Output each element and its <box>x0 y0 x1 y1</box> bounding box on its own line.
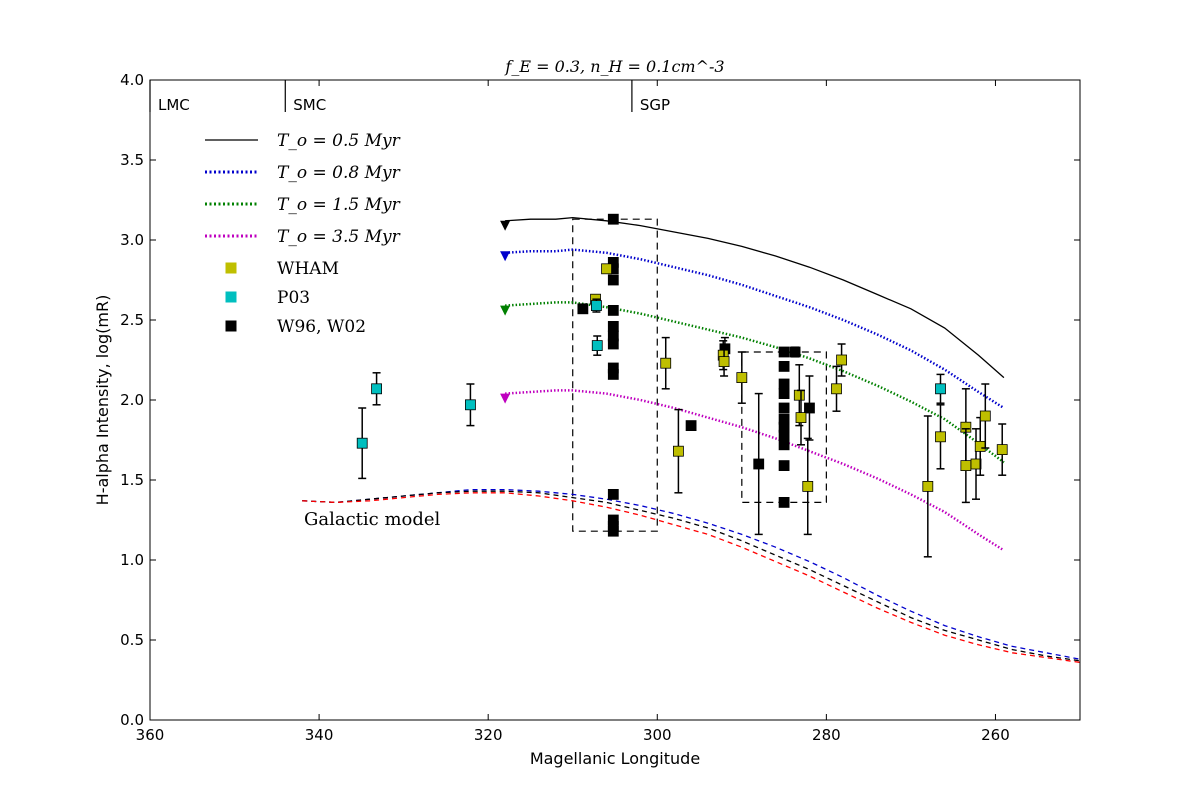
data-point <box>607 488 619 500</box>
legend-label: T_o = 0.8 Myr <box>277 163 401 183</box>
data-point <box>718 356 730 368</box>
data-point <box>778 460 790 472</box>
x-tick-label: 280 <box>812 726 841 744</box>
data-point <box>922 480 934 492</box>
data-point <box>607 213 619 225</box>
data-point <box>607 338 619 350</box>
legend-swatch <box>225 320 237 332</box>
model-line <box>505 216 1005 379</box>
data-point <box>577 303 589 315</box>
data-point <box>591 340 603 352</box>
data-point <box>778 496 790 508</box>
data-point <box>970 458 982 470</box>
y-tick-label: 1.0 <box>120 551 144 569</box>
data-point <box>836 354 847 366</box>
marker-label: SMC <box>293 96 326 114</box>
data-point <box>778 402 790 414</box>
chart-title: f_E = 0.3, n_H = 0.1cm^-3 <box>504 57 724 76</box>
data-point <box>601 263 612 275</box>
y-tick-label: 0.0 <box>120 711 144 729</box>
data-point <box>673 445 684 457</box>
model-line <box>505 301 1005 464</box>
data-point <box>795 412 807 424</box>
data-point <box>685 420 697 432</box>
data-point <box>607 320 619 332</box>
data-point <box>960 460 972 472</box>
plot-content: LMC SMC SGP <box>149 80 1081 664</box>
data-point <box>935 383 946 395</box>
data-point <box>996 444 1008 456</box>
model-line <box>505 389 1005 552</box>
legend-swatch <box>225 291 237 303</box>
x-tick-label: 300 <box>643 726 672 744</box>
data-point <box>778 439 790 451</box>
data-point <box>778 429 790 441</box>
legend-label: T_o = 1.5 Myr <box>277 195 401 215</box>
data-point <box>753 458 765 470</box>
start-arrow-head <box>500 305 511 316</box>
y-tick-label: 0.5 <box>120 631 144 649</box>
data-point <box>802 480 814 492</box>
data-point <box>778 360 790 372</box>
data-point <box>778 346 790 358</box>
data-point <box>591 300 602 312</box>
data-point <box>607 525 619 537</box>
data-point <box>979 410 991 422</box>
start-arrow-head <box>500 393 511 404</box>
start-arrow-head <box>500 220 511 231</box>
legend: T_o = 0.5 Myr T_o = 0.8 Myr T_o = 1.5 Myr T… <box>205 131 401 337</box>
y-tick-label: 2.0 <box>120 391 144 409</box>
data-point <box>371 383 382 395</box>
model-line <box>505 248 1005 410</box>
legend-swatch <box>225 262 237 274</box>
x-axis-label: Magellanic Longitude <box>530 749 700 768</box>
x-tick-label: 320 <box>474 726 503 744</box>
marker-label: SGP <box>640 96 670 114</box>
start-arrow-head <box>500 251 511 262</box>
legend-label: WHAM <box>277 259 339 279</box>
legend-label: T_o = 3.5 Myr <box>277 227 401 247</box>
legend-label: T_o = 0.5 Myr <box>277 131 401 151</box>
galactic-model-line <box>302 492 1081 664</box>
data-point <box>778 378 790 390</box>
galactic-model-line <box>302 490 1081 662</box>
data-point <box>935 431 946 443</box>
data-point <box>660 357 672 369</box>
data-point <box>607 368 619 380</box>
data-point <box>736 372 748 384</box>
data-point <box>831 383 842 395</box>
x-tick-label: 340 <box>305 726 334 744</box>
y-tick-label: 4.0 <box>120 71 144 89</box>
data-point <box>804 402 815 414</box>
data-point <box>607 274 619 286</box>
x-tick-label: 360 <box>136 726 165 744</box>
data-point <box>465 399 476 411</box>
data-point <box>778 388 790 400</box>
legend-label: P03 <box>277 288 310 308</box>
y-tick-label: 3.0 <box>120 231 144 249</box>
legend-label: W96, W02 <box>277 317 366 337</box>
marker-label: LMC <box>158 96 190 114</box>
data-point <box>356 437 368 449</box>
y-tick-label: 1.5 <box>120 471 144 489</box>
data-point <box>974 440 986 452</box>
y-axis-label: H-alpha Intensity, log(mR) <box>93 295 112 506</box>
galactic-model-annotation: Galactic model <box>304 509 441 530</box>
y-tick-label: 2.5 <box>120 311 144 329</box>
x-tick-label: 260 <box>981 726 1010 744</box>
y-tick-label: 3.5 <box>120 151 144 169</box>
data-point <box>607 304 619 316</box>
data-point <box>793 389 805 401</box>
data-point <box>789 346 801 358</box>
